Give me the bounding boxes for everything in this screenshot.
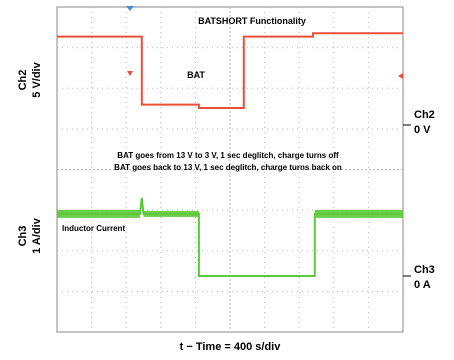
ch2-right-edge-marker: [398, 73, 403, 79]
trigger-position-marker: [126, 6, 134, 11]
annotation-line-2: BAT goes back to 13 V, 1 sec deglitch, c…: [114, 163, 342, 172]
annotation-line-1: BAT goes from 13 V to 3 V, 1 sec deglitc…: [117, 151, 339, 160]
x-axis-label: t − Time = 400 s/div: [180, 341, 282, 353]
ch2-name-right: Ch2: [414, 109, 435, 121]
chart-title: BATSHORT Functionality: [198, 16, 306, 26]
ch3-name-left: Ch3: [17, 226, 29, 247]
graticule: [56, 6, 404, 333]
ch3-offset-right: 0 A: [414, 279, 431, 291]
ch3-name-right: Ch3: [414, 264, 435, 276]
ch2-scale-left: 5 V/div: [31, 61, 43, 97]
ch2-arrow-marker: [127, 71, 133, 76]
ch3-scale-left: 1 A/div: [31, 217, 43, 254]
ch2-name-left: Ch2: [17, 70, 29, 91]
ch2-offset-right: 0 V: [414, 124, 431, 136]
ch2-bat-waveform: [57, 32, 403, 109]
ch3-series-label: Inductor Current: [62, 224, 125, 233]
ch2-series-label: BAT: [187, 70, 205, 80]
ch3-inductor-current-waveform: [57, 197, 403, 277]
